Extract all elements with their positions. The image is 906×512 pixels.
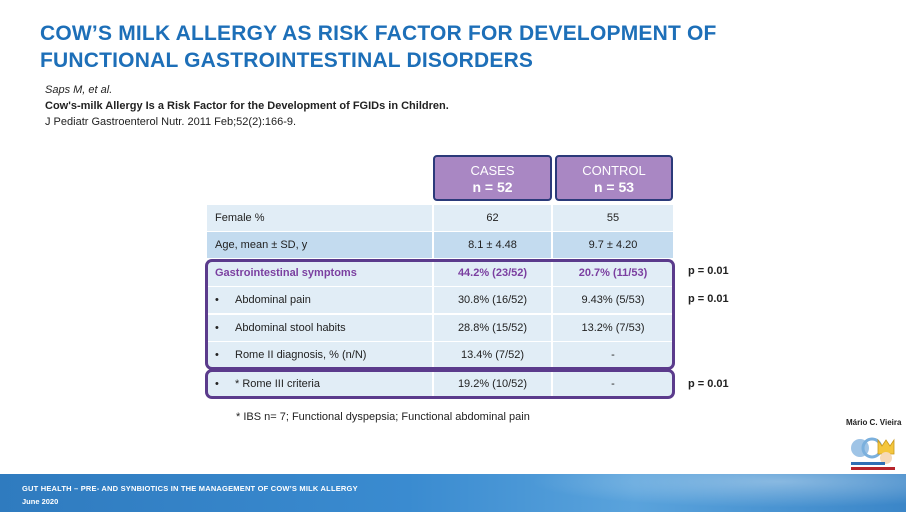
- row-cases: 30.8% (16/52): [434, 287, 551, 313]
- footer-date: June 2020: [22, 497, 59, 506]
- p-value: p = 0.01: [688, 378, 729, 390]
- table-row: Female % 62 55: [207, 205, 673, 231]
- header-cases-label: CASES: [470, 163, 515, 178]
- row-cases: 13.4% (7/52): [434, 342, 551, 368]
- author-name: Mário C. Vieira: [846, 418, 902, 427]
- slide-title-line2: FUNCTIONAL GASTROINTESTINAL DISORDERS: [40, 49, 534, 72]
- row-control: 13.2% (7/53): [553, 315, 673, 341]
- row-cases: 19.2% (10/52): [434, 371, 551, 397]
- row-label: • Rome II diagnosis, % (n/N): [207, 342, 432, 368]
- bullet: •: [215, 349, 219, 361]
- pequeno-principe-logo: [848, 434, 898, 472]
- table-row: Age, mean ± SD, y 8.1 ± 4.48 9.7 ± 4.20: [207, 232, 673, 258]
- reference-journal: J Pediatr Gastroenterol Nutr. 2011 Feb;5…: [45, 116, 297, 128]
- row-cases: 62: [434, 205, 551, 231]
- slide-title: COW’S MILK ALLERGY AS RISK FACTOR FOR DE…: [40, 20, 880, 74]
- row-control: 9.43% (5/53): [553, 287, 673, 313]
- table-row: • * Rome III criteria 19.2% (10/52) -: [207, 371, 673, 397]
- header-cases: CASES n = 52: [433, 155, 552, 201]
- table-row: • Rome II diagnosis, % (n/N) 13.4% (7/52…: [207, 342, 673, 368]
- banner-wave-decoration: [486, 474, 906, 512]
- bullet: •: [215, 294, 219, 306]
- reference-authors: Saps M, et al.: [45, 84, 113, 96]
- table-row: • Abdominal pain 30.8% (16/52) 9.43% (5/…: [207, 287, 673, 313]
- row-cases: 44.2% (23/52): [434, 260, 551, 286]
- table-row: Gastrointestinal symptoms 44.2% (23/52) …: [207, 260, 673, 286]
- footer-banner: GUT HEALTH – PRE- AND SYNBIOTICS IN THE …: [0, 474, 906, 512]
- table-row: • Abdominal stool habits 28.8% (15/52) 1…: [207, 315, 673, 341]
- row-control: 20.7% (11/53): [553, 260, 673, 286]
- bullet: •: [215, 378, 219, 390]
- footnote: * IBS n= 7; Functional dyspepsia; Functi…: [236, 411, 530, 423]
- row-label: • Abdominal stool habits: [207, 315, 432, 341]
- row-label: • * Rome III criteria: [207, 371, 432, 397]
- p-value: p = 0.01: [688, 265, 729, 277]
- header-cases-n: n = 52: [472, 179, 513, 195]
- row-label-text: Rome II diagnosis, % (n/N): [235, 349, 367, 361]
- row-label-text: Abdominal stool habits: [235, 322, 346, 334]
- row-cases: 28.8% (15/52): [434, 315, 551, 341]
- row-label: Age, mean ± SD, y: [207, 232, 432, 258]
- p-value: p = 0.01: [688, 293, 729, 305]
- row-label-text: Abdominal pain: [235, 294, 311, 306]
- header-control-label: CONTROL: [582, 163, 646, 178]
- bullet: •: [215, 322, 219, 334]
- header-control-n: n = 53: [593, 179, 635, 195]
- row-cases: 8.1 ± 4.48: [434, 232, 551, 258]
- row-control: -: [553, 342, 673, 368]
- footer-title: GUT HEALTH – PRE- AND SYNBIOTICS IN THE …: [22, 484, 358, 493]
- reference-block: Saps M, et al. Cow's-milk Allergy Is a R…: [45, 82, 449, 130]
- row-label-text: * Rome III criteria: [235, 378, 320, 390]
- row-label: • Abdominal pain: [207, 287, 432, 313]
- row-label: Female %: [207, 205, 432, 231]
- row-control: 9.7 ± 4.20: [553, 232, 673, 258]
- row-control: 55: [553, 205, 673, 231]
- reference-article: Cow's-milk Allergy Is a Risk Factor for …: [45, 100, 449, 112]
- header-control: CONTROL n = 53: [555, 155, 673, 201]
- row-label: Gastrointestinal symptoms: [207, 260, 432, 286]
- row-control: -: [553, 371, 673, 397]
- slide-title-line1: COW’S MILK ALLERGY AS RISK FACTOR FOR DE…: [40, 22, 717, 45]
